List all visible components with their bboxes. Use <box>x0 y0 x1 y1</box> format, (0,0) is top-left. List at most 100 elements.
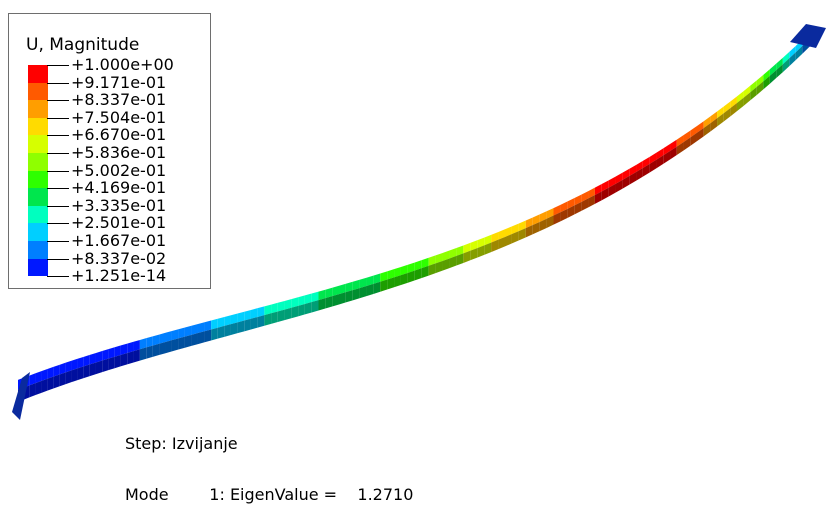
legend-value-label: +3.335e-01 <box>71 195 167 215</box>
beam-flange-segment <box>676 135 684 147</box>
beam-web-segment <box>191 333 198 346</box>
beam-flange-segment <box>114 345 121 357</box>
legend-tick <box>47 241 69 242</box>
beam-web-segment <box>127 351 134 365</box>
legend-title: U, Magnitude <box>26 35 140 55</box>
beam-flange-segment <box>400 264 408 276</box>
beam-web-segment <box>71 368 78 383</box>
legend-value-label: +5.002e-01 <box>71 160 167 180</box>
beam-web-segment <box>339 292 346 305</box>
beam-web-segment <box>250 316 258 330</box>
beam-web-segment <box>574 202 582 215</box>
step-label: Step: Izvijanje <box>125 434 238 453</box>
beam-flange-segment <box>546 208 554 219</box>
beam-web-segment <box>159 341 166 356</box>
contour-legend: U, Magnitude +1.000e+00 +9.171e-01 +8.337e… <box>8 13 211 289</box>
beam-web-segment <box>690 132 697 146</box>
legend-value-label: +1.251e-14 <box>71 266 167 286</box>
beam-web-segment <box>594 191 602 204</box>
beam-web-segment <box>683 137 691 151</box>
beam-flange-segment <box>146 336 153 348</box>
beam-flange-segment <box>491 232 499 243</box>
beam-web-segment <box>421 265 429 279</box>
beam-flange-segment <box>539 211 547 222</box>
beam-flange-segment <box>304 293 312 304</box>
beam-web-segment <box>345 290 353 303</box>
beam-web-segment <box>230 322 238 335</box>
beam-web-segment <box>114 354 121 369</box>
beam-contour-segments <box>12 24 826 420</box>
beam-web-segment <box>491 239 499 253</box>
beam-web-segment <box>456 253 464 266</box>
beam-flange-segment <box>477 237 485 249</box>
legend-band <box>28 153 48 171</box>
beam-flange-segment <box>264 304 272 316</box>
beam-web-segment <box>146 345 153 359</box>
beam-flange-segment <box>730 96 737 109</box>
beam-web-segment <box>710 118 718 132</box>
beam-web-segment <box>359 285 367 299</box>
beam-web-segment <box>723 108 731 122</box>
beam-web-segment <box>769 70 777 84</box>
beam-web-segment <box>553 212 561 225</box>
beam-flange-segment <box>71 358 78 371</box>
beam-flange-segment <box>736 91 744 103</box>
beam-flange-segment <box>642 156 650 168</box>
beam-web-segment <box>217 325 225 339</box>
beam-web-segment <box>449 255 457 269</box>
beam-web-segment <box>504 234 512 247</box>
legend-band <box>28 135 48 153</box>
beam-flange-segment <box>178 327 185 339</box>
beam-flange-segment <box>717 106 724 119</box>
beam-flange-segment <box>318 289 326 301</box>
beam-flange-segment <box>77 356 84 369</box>
beam-web-segment <box>782 58 790 73</box>
beam-flange-segment <box>518 220 526 232</box>
beam-flange-segment <box>366 275 374 286</box>
beam-web-segment <box>756 81 764 95</box>
beam-web-segment <box>59 372 66 387</box>
beam-web-segment <box>795 46 803 61</box>
beam-flange-segment <box>127 341 134 353</box>
legend-band <box>28 117 48 136</box>
beam-flange-segment <box>41 368 48 381</box>
beam-web-segment <box>588 194 595 208</box>
beam-web-segment <box>601 187 609 201</box>
beam-web-segment <box>178 336 185 350</box>
beam-flange-segment <box>133 339 140 352</box>
beam-web-segment <box>567 205 575 218</box>
beam-flange-segment <box>588 187 595 199</box>
beam-web-segment <box>41 378 48 393</box>
beam-web-segment <box>435 260 443 274</box>
beam-web-segment <box>318 298 326 311</box>
beam-web-segment <box>539 218 547 232</box>
beam-flange-segment <box>250 308 258 319</box>
beam-flange-segment <box>89 352 96 365</box>
beam-flange-segment <box>449 248 457 259</box>
beam-web-segment <box>120 352 128 367</box>
beam-flange-segment <box>636 160 643 173</box>
beam-web-segment <box>53 374 60 389</box>
beam-flange-segment <box>387 269 395 280</box>
beam-flange-segment <box>204 320 212 332</box>
beam-flange-segment <box>703 116 711 129</box>
beam-left-end <box>12 372 30 420</box>
beam-flange-segment <box>553 204 561 216</box>
beam-flange-segment <box>435 252 443 264</box>
beam-web-segment <box>325 296 333 309</box>
beam-flange-segment <box>608 176 616 188</box>
beam-flange-segment <box>108 347 115 359</box>
legend-value-label: +6.670e-01 <box>71 125 167 145</box>
beam-flange-segment <box>95 351 103 363</box>
beam-flange-segment <box>217 317 225 328</box>
beam-web-segment <box>257 315 265 328</box>
beam-flange-segment <box>656 148 664 160</box>
legend-tick <box>47 276 69 278</box>
beam-web-segment <box>629 172 637 185</box>
beam-web-segment <box>184 334 192 348</box>
deformed-beam-model[interactable] <box>0 0 826 439</box>
beam-flange-segment <box>159 332 166 344</box>
legend-value-label: +5.836e-01 <box>71 143 167 162</box>
beam-flange-segment <box>224 315 231 326</box>
beam-web-segment <box>83 364 90 379</box>
